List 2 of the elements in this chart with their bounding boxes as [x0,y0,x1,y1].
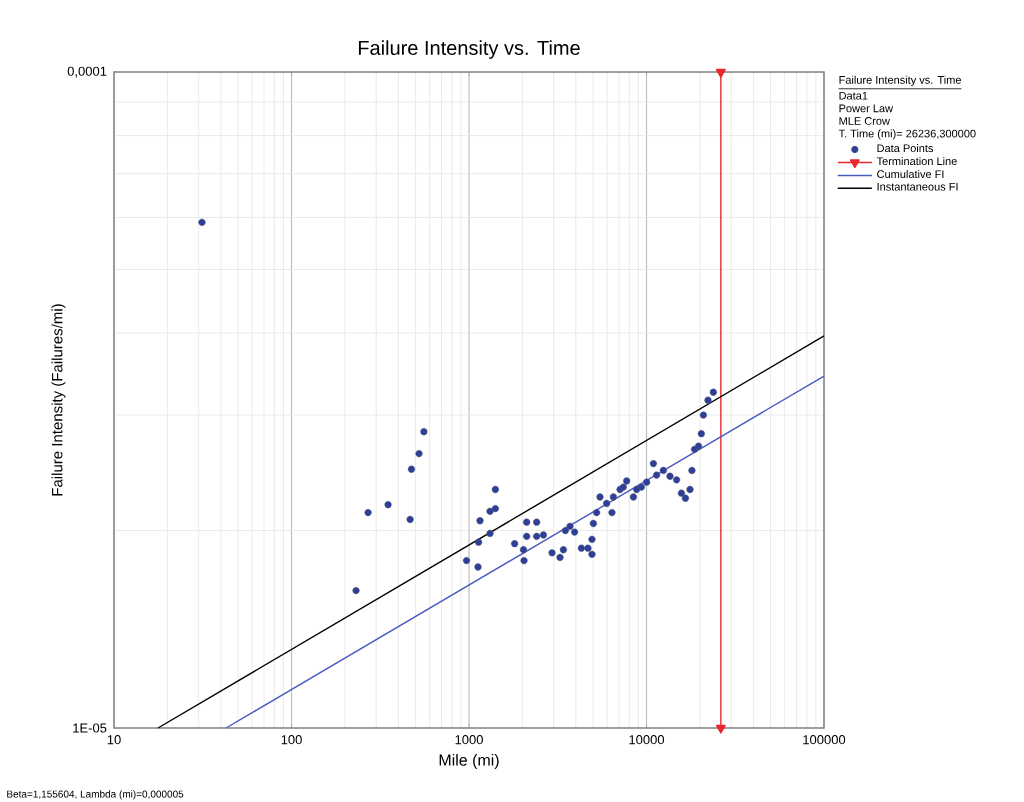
x-axis-title: Mile (mi) [439,754,499,769]
chart-title: Failure Intensity vs. Time [358,40,580,59]
